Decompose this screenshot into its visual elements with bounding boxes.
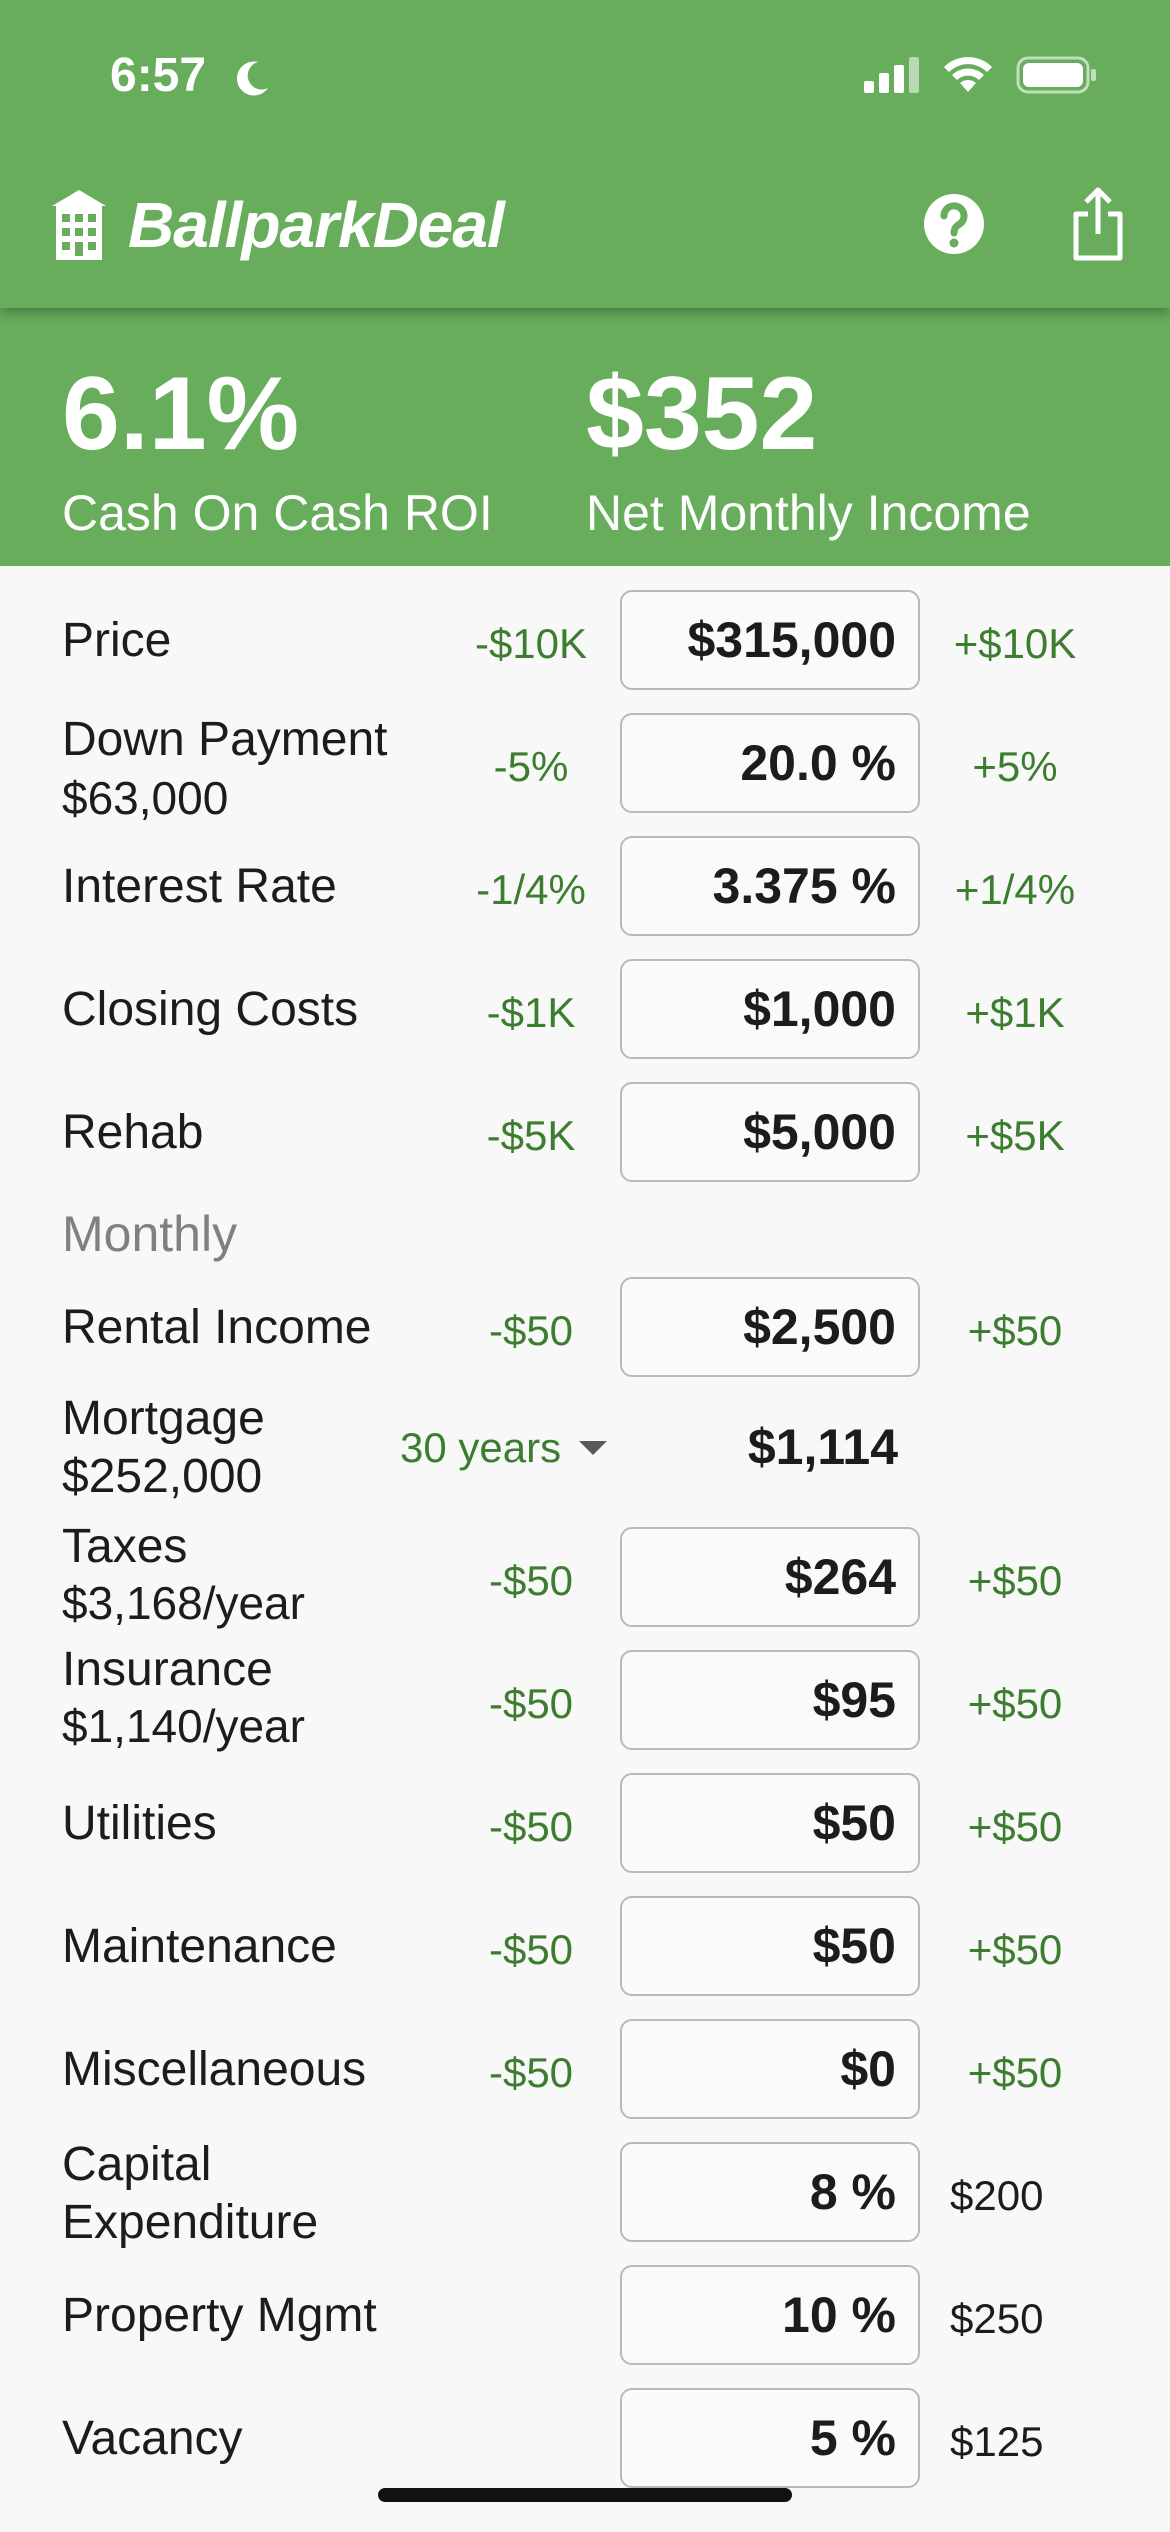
chevron-down-icon [579,1441,608,1455]
down-payment-input[interactable]: 20.0 % [620,713,920,813]
moon-icon [236,61,268,96]
capex-title-line1: Capital [62,2138,212,2191]
rental-income-label: Rental Income [62,1301,372,1354]
down-payment-amount: $63,000 [62,772,229,824]
interest-rate-label: Interest Rate [62,860,337,913]
property-mgmt-amount: $250 [950,2295,1044,2342]
miscellaneous-input[interactable]: $0 [620,2019,920,2119]
insurance-increase-button[interactable]: +$50 [967,1680,1063,1727]
app-title: BallparkDeal [128,189,505,261]
capex-label: Capital Expenditure [62,2136,318,2252]
roi-label: Cash On Cash ROI [62,485,493,541]
status-indicators [864,56,1098,94]
utilities-decrease-button[interactable]: -$50 [488,1803,574,1850]
roi-metric: 6.1% Cash On Cash ROI [62,362,493,538]
down-payment-title: Down Payment [62,713,388,766]
closing-costs-increase-button[interactable]: +$1K [965,989,1065,1036]
price-input[interactable]: $315,000 [620,590,920,690]
mortgage-principal: $252,000 [62,1450,263,1503]
interest-rate-decrease-button[interactable]: -1/4% [476,866,586,913]
down-payment-label: Down Payment $63,000 [62,711,387,827]
help-icon[interactable] [922,192,986,256]
maintenance-input[interactable]: $50 [620,1896,920,1996]
battery-icon [1016,56,1096,94]
roi-value: 6.1% [62,356,300,472]
taxes-title: Taxes [62,1520,188,1573]
mortgage-title: Mortgage [62,1392,265,1445]
property-mgmt-label: Property Mgmt [62,2289,377,2342]
insurance-label: Insurance $1,140/year [62,1642,305,1754]
summary-panel: 6.1% Cash On Cash ROI $352 Net Monthly I… [0,308,1170,566]
maintenance-increase-button[interactable]: +$50 [967,1926,1063,1973]
rental-income-decrease-button[interactable]: -$50 [488,1307,574,1354]
mortgage-payment: $1,114 [747,1419,898,1475]
insurance-title: Insurance [62,1643,273,1696]
capex-title-line2: Expenditure [62,2196,319,2249]
rehab-label: Rehab [62,1106,204,1159]
price-decrease-button[interactable]: -$10K [474,620,588,667]
mortgage-term-dropdown[interactable]: 30 years [400,1424,608,1472]
taxes-decrease-button[interactable]: -$50 [488,1557,574,1604]
rehab-increase-button[interactable]: +$5K [965,1112,1065,1159]
taxes-label: Taxes $3,168/year [62,1519,305,1631]
net-income-value: $352 [586,356,818,472]
down-payment-increase-button[interactable]: +5% [972,743,1058,790]
miscellaneous-decrease-button[interactable]: -$50 [488,2049,574,2096]
down-payment-decrease-button[interactable]: -5% [493,743,569,790]
monthly-section-label: Monthly [62,1206,238,1262]
utilities-label: Utilities [62,1797,217,1850]
status-time: 6:57 [110,49,207,102]
mortgage-term-value: 30 years [400,1424,562,1471]
wifi-icon [944,57,992,92]
capex-input[interactable]: 8 % [620,2142,920,2242]
interest-rate-increase-button[interactable]: +1/4% [954,866,1076,913]
rehab-decrease-button[interactable]: -$5K [486,1112,576,1159]
interest-rate-input[interactable]: 3.375 % [620,836,920,936]
insurance-annual: $1,140/year [62,1700,305,1752]
miscellaneous-increase-button[interactable]: +$50 [967,2049,1063,2096]
home-indicator[interactable] [378,2488,792,2502]
closing-costs-input[interactable]: $1,000 [620,959,920,1059]
closing-costs-decrease-button[interactable]: -$1K [486,989,576,1036]
property-mgmt-input[interactable]: 10 % [620,2265,920,2365]
maintenance-label: Maintenance [62,1920,337,1973]
vacancy-input[interactable]: 5 % [620,2388,920,2488]
vacancy-label: Vacancy [62,2412,243,2465]
rehab-input[interactable]: $5,000 [620,1082,920,1182]
net-income-label: Net Monthly Income [586,485,1031,541]
miscellaneous-label: Miscellaneous [62,2043,367,2096]
building-logo-icon [52,190,106,260]
share-icon[interactable] [1070,186,1126,262]
app-header: 6:57 BallparkDeal [0,0,1170,308]
closing-costs-label: Closing Costs [62,983,359,1036]
utilities-increase-button[interactable]: +$50 [967,1803,1063,1850]
taxes-annual: $3,168/year [62,1577,305,1629]
rental-income-increase-button[interactable]: +$50 [967,1307,1063,1354]
taxes-increase-button[interactable]: +$50 [967,1557,1063,1604]
mortgage-label: Mortgage $252,000 [62,1390,265,1506]
taxes-input[interactable]: $264 [620,1527,920,1627]
price-label: Price [62,614,172,667]
utilities-input[interactable]: $50 [620,1773,920,1873]
insurance-input[interactable]: $95 [620,1650,920,1750]
vacancy-amount: $125 [950,2418,1044,2465]
rental-income-input[interactable]: $2,500 [620,1277,920,1377]
capex-amount: $200 [950,2172,1044,2219]
maintenance-decrease-button[interactable]: -$50 [488,1926,574,1973]
price-increase-button[interactable]: +$10K [953,620,1077,667]
net-income-metric: $352 Net Monthly Income [586,362,1031,538]
insurance-decrease-button[interactable]: -$50 [488,1680,574,1727]
signal-icon [864,57,919,93]
